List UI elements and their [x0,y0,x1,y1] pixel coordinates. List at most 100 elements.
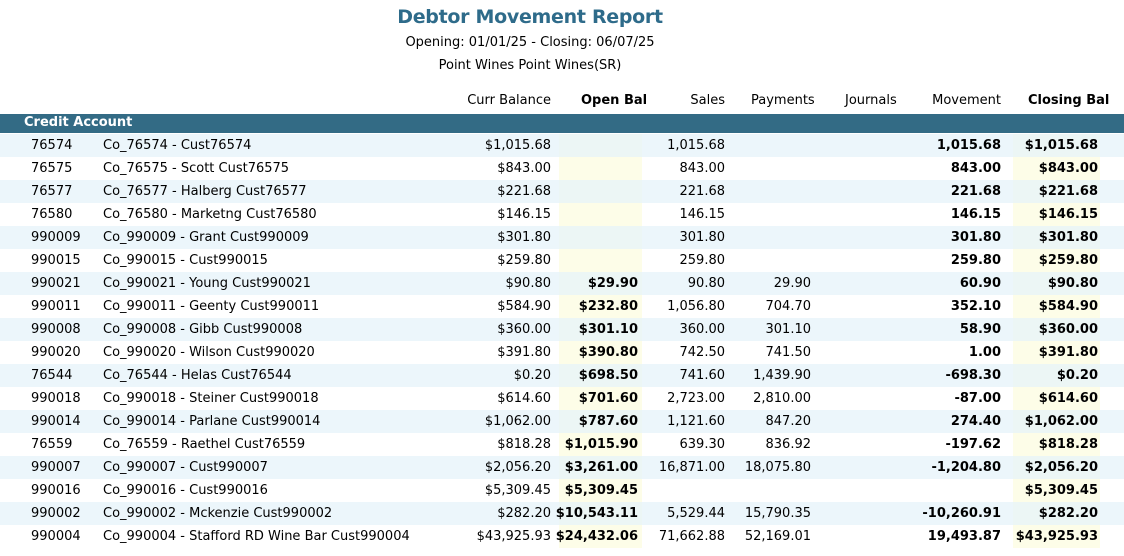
customer-name: Co_990008 - Gibb Cust990008 [103,322,303,337]
movement-cell: 221.68 [950,184,1001,199]
curr-balance-cell: $301.80 [497,230,551,245]
table-row[interactable]: 990002 Co_990002 - Mckenzie Cust990002 $28… [0,502,1124,525]
table-row[interactable]: 990018 Co_990018 - Steiner Cust990018 $614… [0,387,1124,410]
sales-cell: 16,871.00 [658,460,725,475]
closing-bal-cell: $391.80 [1038,345,1098,360]
customer-name: Co_76577 - Halberg Cust76577 [103,184,307,199]
payments-cell: 836.92 [765,437,812,452]
column-header-curr-balance[interactable]: Curr Balance [467,93,551,108]
sales-cell: 146.15 [679,207,726,222]
customer-name: Co_76580 - Marketng Cust76580 [103,207,317,222]
open-bal-cell: $701.60 [578,391,638,406]
sales-cell: 221.68 [679,184,726,199]
closing-bal-cell: $0.20 [1056,368,1098,383]
customer-name: Co_76574 - Cust76574 [103,138,252,153]
payments-cell: 15,790.35 [744,506,811,521]
column-header-sales[interactable]: Sales [690,93,725,108]
closing-bal-cell: $259.80 [1038,253,1098,268]
closing-bal-cell: $282.20 [1038,506,1098,521]
account-code: 990002 [31,506,81,521]
column-header-journals[interactable]: Journals [845,93,897,108]
closing-bal-cell: $221.68 [1038,184,1098,199]
table-row[interactable]: 76575 Co_76575 - Scott Cust76575 $843.00 84… [0,157,1124,180]
open-bal-cell: $29.90 [587,276,638,291]
open-bal-cell: $232.80 [578,299,638,314]
movement-cell: 146.15 [950,207,1001,222]
account-code: 990018 [31,391,81,406]
account-code: 76574 [31,138,73,153]
open-bal-cell: $787.60 [578,414,638,429]
sales-cell: 1,015.68 [667,138,725,153]
movement-cell: 352.10 [950,299,1001,314]
customer-name: Co_990002 - Mckenzie Cust990002 [103,506,333,521]
account-code: 990015 [31,253,81,268]
table-row[interactable]: 76559 Co_76559 - Raethel Cust76559 $818.28… [0,433,1124,456]
closing-bal-cell: $584.90 [1038,299,1098,314]
sales-cell: 5,529.44 [667,506,725,521]
column-header-movement[interactable]: Movement [932,93,1001,108]
curr-balance-cell: $1,062.00 [484,414,551,429]
column-header-open-bal[interactable]: Open Bal [581,93,648,108]
curr-balance-cell: $1,015.68 [484,138,551,153]
account-code: 990008 [31,322,81,337]
open-bal-highlight [559,134,642,548]
closing-bal-cell: $90.80 [1047,276,1098,291]
open-bal-cell: $698.50 [578,368,638,383]
table-row[interactable]: 990014 Co_990014 - Parlane Cust990014 $1,0… [0,410,1124,433]
account-code: 76559 [31,437,73,452]
table-row[interactable]: 76580 Co_76580 - Marketng Cust76580 $146.1… [0,203,1124,226]
sales-cell: 360.00 [679,322,726,337]
report-date-range: Opening: 01/01/25 - Closing: 06/07/25 [405,35,655,50]
table-row[interactable]: 990021 Co_990021 - Young Cust990021 $90.80… [0,272,1124,295]
table-row[interactable]: 990007 Co_990007 - Cust990007 $2,056.20 $3,… [0,456,1124,479]
curr-balance-cell: $5,309.45 [484,483,551,498]
table-row[interactable]: 76544 Co_76544 - Helas Cust76544 $0.20 $698… [0,364,1124,387]
table-row[interactable]: 76577 Co_76577 - Halberg Cust76577 $221.68… [0,180,1124,203]
sales-cell: 90.80 [687,276,725,291]
column-header-closing-bal[interactable]: Closing Bal [1028,93,1110,108]
closing-bal-cell: $843.00 [1038,161,1098,176]
table-row[interactable]: 990016 Co_990016 - Cust990016 $5,309.45 $5,… [0,479,1124,502]
closing-bal-cell: $818.28 [1038,437,1098,452]
movement-cell: 259.80 [950,253,1001,268]
group-label-credit-account: Credit Account [24,115,133,130]
movement-cell: 60.90 [959,276,1001,291]
table-row[interactable]: 990004 Co_990004 - Stafford RD Wine Bar C… [0,525,1124,548]
table-row[interactable]: 990020 Co_990020 - Wilson Cust990020 $391.… [0,341,1124,364]
table-row[interactable]: 990011 Co_990011 - Geenty Cust990011 $584.… [0,295,1124,318]
table-row[interactable]: 990009 Co_990009 - Grant Cust990009 $301.8… [0,226,1124,249]
payments-cell: 301.10 [765,322,812,337]
report-title: Debtor Movement Report [397,6,663,28]
customer-name: Co_76575 - Scott Cust76575 [103,161,290,176]
curr-balance-cell: $360.00 [497,322,551,337]
table-row[interactable]: 76574 Co_76574 - Cust76574 $1,015.68 1,015.… [0,134,1124,157]
table-row[interactable]: 990008 Co_990008 - Gibb Cust990008 $360.00… [0,318,1124,341]
curr-balance-cell: $282.20 [497,506,551,521]
account-code: 990014 [31,414,81,429]
open-bal-cell: $301.10 [578,322,638,337]
payments-cell: 52,169.01 [744,529,811,544]
account-code: 76575 [31,161,73,176]
movement-cell: 843.00 [950,161,1001,176]
account-code: 990020 [31,345,81,360]
movement-cell: 274.40 [950,414,1001,429]
account-code: 990016 [31,483,81,498]
open-bal-cell: $5,309.45 [564,483,638,498]
customer-name: Co_990011 - Geenty Cust990011 [103,299,320,314]
account-code: 990021 [31,276,81,291]
table-row[interactable]: 990015 Co_990015 - Cust990015 $259.80 259.8… [0,249,1124,272]
column-header-payments[interactable]: Payments [751,93,815,108]
payments-cell: 18,075.80 [744,460,811,475]
customer-name: Co_990009 - Grant Cust990009 [103,230,309,245]
account-code: 990004 [31,529,81,544]
open-bal-cell: $390.80 [578,345,638,360]
closing-bal-cell: $614.60 [1038,391,1098,406]
payments-cell: 2,810.00 [753,391,811,406]
sales-cell: 639.30 [679,437,726,452]
movement-cell: -1,204.80 [931,460,1001,475]
account-code: 76544 [31,368,73,383]
customer-name: Co_990020 - Wilson Cust990020 [103,345,315,360]
closing-bal-cell: $301.80 [1038,230,1098,245]
closing-bal-cell: $5,309.45 [1024,483,1098,498]
customer-name: Co_990015 - Cust990015 [103,253,268,268]
